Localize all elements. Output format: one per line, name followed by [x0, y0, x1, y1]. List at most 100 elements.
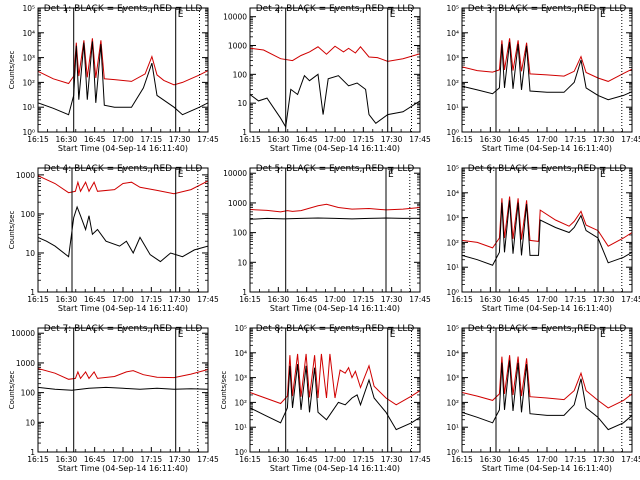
x-tick-label: 16:30 — [56, 455, 78, 464]
panel-det-1: Det 1: BLACK = Events, RED = LLD10⁰10¹10… — [8, 4, 219, 153]
series-lld-line — [38, 38, 208, 86]
series-lld-line — [250, 203, 420, 213]
y-tick-label: 10¹ — [22, 103, 35, 112]
x-tick-label: 17:30 — [169, 295, 191, 304]
x-tick-label: 16:30 — [268, 135, 290, 144]
series-lld-line — [462, 355, 632, 409]
x-tick-label: 17:30 — [593, 295, 615, 304]
x-axis-label: Start Time (04-Sep-14 16:11:40) — [482, 144, 612, 153]
y-tick-label: 10¹ — [446, 423, 459, 432]
panel-det-6: Det 6: BLACK = Events, RED = LLD10⁰10¹10… — [446, 164, 640, 313]
x-tick-label: 16:15 — [27, 135, 49, 144]
y-tick-label: 10⁵ — [22, 4, 35, 13]
x-tick-label: 16:45 — [508, 135, 530, 144]
y-tick-label: 10³ — [446, 54, 459, 63]
y-tick-label: 10⁵ — [234, 324, 247, 333]
plot-frame — [37, 7, 209, 133]
plot-frame — [461, 167, 633, 293]
x-tick-label: 17:00 — [536, 295, 558, 304]
x-tick-label: 16:45 — [296, 135, 318, 144]
x-tick-label: 16:45 — [508, 295, 530, 304]
x-tick-label: 16:15 — [239, 135, 261, 144]
y-tick-label: 10² — [22, 78, 35, 87]
x-tick-label: 16:45 — [84, 455, 106, 464]
y-tick-label: 10⁵ — [446, 4, 459, 13]
y-tick-label: 10 — [237, 99, 247, 108]
x-tick-label: 17:00 — [324, 455, 346, 464]
x-tick-label: 17:45 — [621, 295, 640, 304]
x-tick-label: 17:45 — [409, 295, 431, 304]
series-events-line — [38, 205, 208, 263]
y-tick-label: 10⁰ — [234, 448, 247, 457]
x-tick-label: 16:45 — [84, 295, 106, 304]
x-tick-label: 16:30 — [56, 135, 78, 144]
y-tick-label: 100 — [21, 210, 36, 219]
x-tick-label: 17:15 — [565, 135, 587, 144]
end-flag: E — [178, 170, 184, 180]
series-lld-line — [250, 353, 420, 406]
y-axis-label: Counts/sec — [8, 211, 16, 250]
panel-det-7: Det 7: BLACK = Events, RED = LLD11010010… — [8, 324, 219, 473]
y-tick-label: 10² — [234, 398, 247, 407]
x-tick-label: 17:30 — [381, 455, 403, 464]
x-tick-label: 17:45 — [197, 455, 219, 464]
x-tick-label: 17:30 — [593, 135, 615, 144]
series-events-line — [250, 217, 420, 220]
x-tick-label: 17:00 — [112, 135, 134, 144]
y-tick-label: 10³ — [446, 214, 459, 223]
y-tick-label: 10³ — [446, 374, 459, 383]
x-tick-label: 17:15 — [353, 295, 375, 304]
y-tick-label: 10² — [446, 78, 459, 87]
x-tick-label: 16:15 — [451, 295, 473, 304]
y-tick-label: 10000 — [11, 329, 35, 338]
x-tick-label: 17:45 — [621, 135, 640, 144]
y-tick-label: 10² — [446, 398, 459, 407]
x-tick-label: 17:30 — [169, 455, 191, 464]
y-tick-label: 10 — [237, 258, 247, 267]
y-tick-label: 10⁴ — [446, 349, 459, 358]
y-tick-label: 10¹ — [234, 423, 247, 432]
x-tick-label: 17:00 — [112, 455, 134, 464]
panel-det-9: Det 9: BLACK = Events, RED = LLD10⁰10¹10… — [446, 324, 640, 473]
y-tick-label: 10000 — [223, 13, 247, 22]
plot-frame — [249, 327, 421, 453]
y-tick-label: 10⁰ — [22, 128, 35, 137]
x-axis-label: Start Time (04-Sep-14 16:11:40) — [270, 144, 400, 153]
x-tick-label: 17:15 — [565, 455, 587, 464]
panel-det-8: Det 8: BLACK = Events, RED = LLD10⁰10¹10… — [220, 324, 431, 473]
plot-frame — [249, 7, 421, 133]
y-tick-label: 1 — [242, 288, 247, 297]
y-tick-label: 10⁴ — [234, 349, 247, 358]
x-tick-label: 16:45 — [84, 135, 106, 144]
series-events-line — [462, 200, 632, 266]
x-tick-label: 17:00 — [536, 135, 558, 144]
series-lld-line — [462, 196, 632, 249]
panel-det-5: Det 5: BLACK = Events, RED = LLD11010010… — [223, 164, 431, 313]
x-tick-label: 17:45 — [409, 135, 431, 144]
x-tick-label: 16:15 — [239, 455, 261, 464]
x-axis-label: Start Time (04-Sep-14 16:11:40) — [58, 304, 188, 313]
y-tick-label: 10 — [25, 249, 35, 258]
plot-frame — [37, 327, 209, 453]
x-tick-label: 17:45 — [197, 135, 219, 144]
y-tick-label: 10¹ — [446, 103, 459, 112]
y-tick-label: 1000 — [16, 359, 35, 368]
y-tick-label: 10⁴ — [446, 189, 459, 198]
plot-frame — [461, 327, 633, 453]
x-axis-label: Start Time (04-Sep-14 16:11:40) — [58, 464, 188, 473]
x-tick-label: 16:30 — [56, 295, 78, 304]
series-lld-line — [38, 368, 208, 380]
x-tick-label: 17:15 — [141, 135, 163, 144]
plot-frame — [249, 167, 421, 293]
x-tick-label: 16:30 — [480, 455, 502, 464]
y-tick-label: 1 — [242, 128, 247, 137]
panel-det-2: Det 2: BLACK = Events, RED = LLD11010010… — [223, 4, 431, 153]
x-tick-label: 17:45 — [409, 455, 431, 464]
x-tick-label: 17:45 — [197, 295, 219, 304]
y-tick-label: 10³ — [22, 54, 35, 63]
x-tick-label: 16:30 — [268, 455, 290, 464]
y-tick-label: 10⁵ — [446, 164, 459, 173]
series-events-line — [462, 360, 632, 431]
x-axis-label: Start Time (04-Sep-14 16:11:40) — [482, 464, 612, 473]
